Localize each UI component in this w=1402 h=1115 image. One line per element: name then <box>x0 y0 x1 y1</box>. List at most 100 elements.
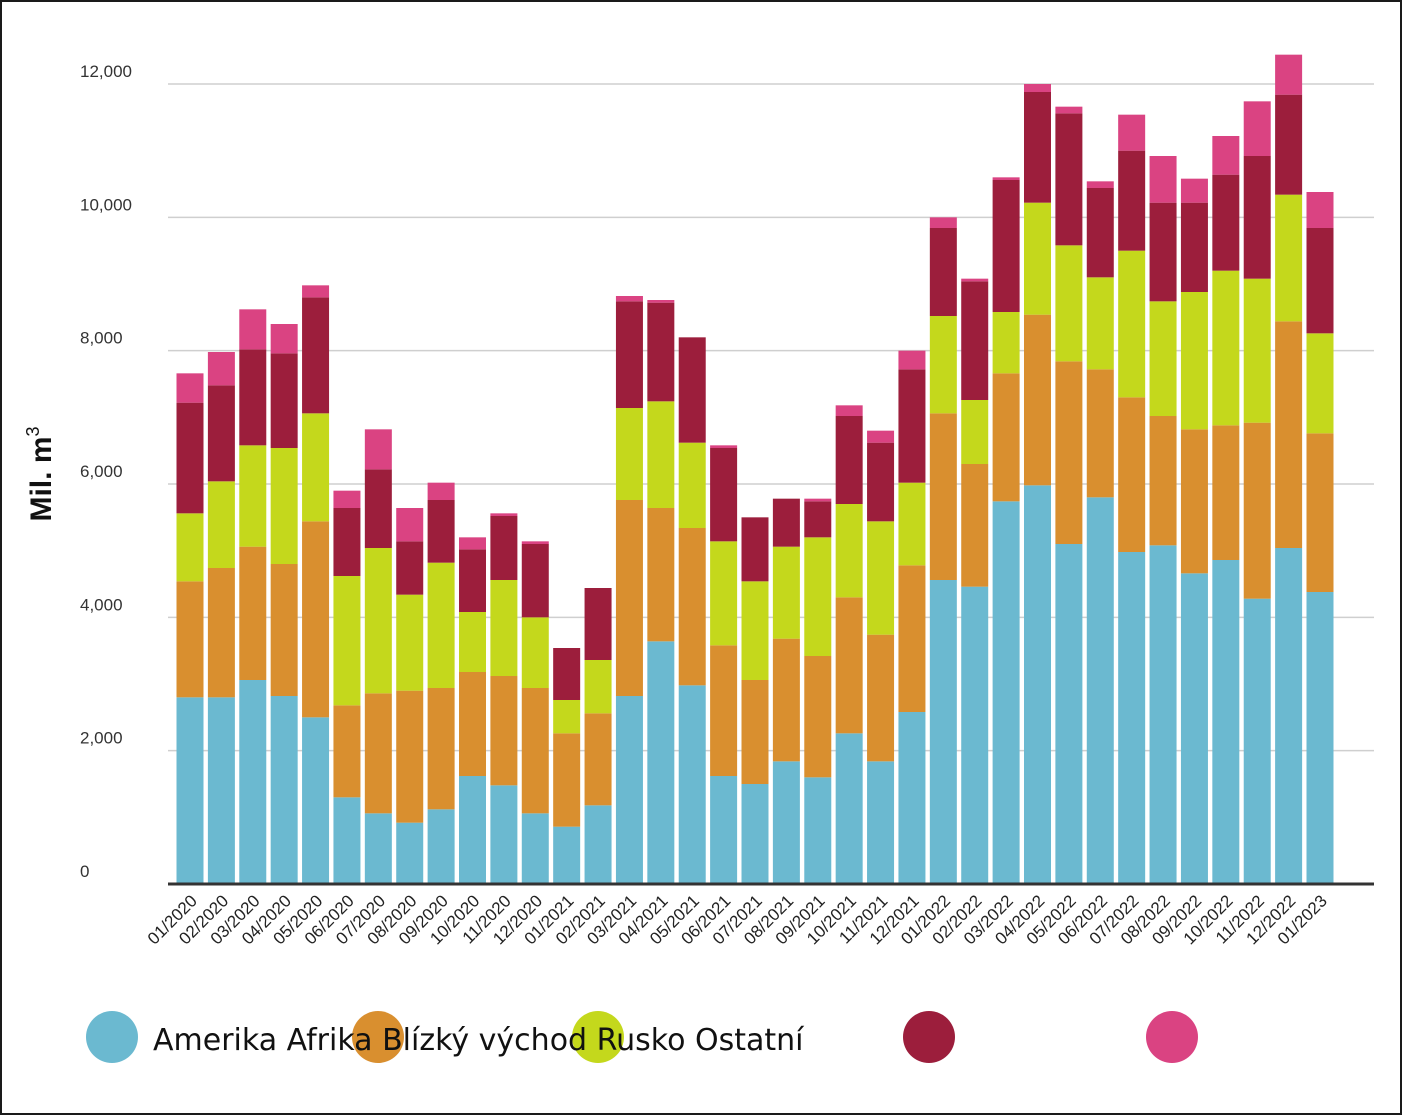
y-tick-label: 12,000 <box>80 62 132 81</box>
bar-segment-amerika <box>992 501 1020 884</box>
bar-segment-afrika <box>302 521 330 718</box>
bar-segment-amerika <box>302 717 330 884</box>
bar-segment-afrika <box>835 597 863 734</box>
bar-segment-ostatní <box>427 482 455 500</box>
legend-marker-ostatní <box>1146 1011 1198 1063</box>
bar-segment-ostatní <box>270 324 298 354</box>
bar-segment-amerika <box>710 776 738 884</box>
bar-segment-rusko <box>898 369 926 483</box>
bar-segment-amerika <box>772 761 800 884</box>
y-tick-label: 2,000 <box>80 729 123 748</box>
bar-segment-afrika <box>678 528 706 686</box>
bar-segment-blízký-východ <box>867 521 895 635</box>
bar-segment-rusko <box>207 385 235 482</box>
bar-segment-rusko <box>1024 92 1051 203</box>
bar-segment-ostatní <box>1212 136 1240 175</box>
bar-segment-afrika <box>1024 314 1051 486</box>
bar-segment-blízký-východ <box>1212 270 1240 426</box>
bar-segment-ostatní <box>396 508 424 542</box>
bar-segment-ostatní <box>207 352 235 386</box>
bar-segment-blízký-východ <box>710 541 738 646</box>
bar-segment-amerika <box>459 776 486 884</box>
bar-segment-afrika <box>1149 416 1177 546</box>
bar-segment-amerika <box>1086 497 1114 884</box>
bar-segment-amerika <box>490 785 518 884</box>
bar-segment-afrika <box>490 676 518 786</box>
bar-segment-amerika <box>1243 598 1271 884</box>
bar-segment-blízký-východ <box>427 562 455 688</box>
bar-segment-afrika <box>176 581 204 698</box>
bar-segment-afrika <box>396 690 424 823</box>
bar-segment-rusko <box>804 501 832 538</box>
bar-segment-amerika <box>1118 552 1146 884</box>
bar-segment-rusko <box>459 549 486 612</box>
bar-segment-blízký-východ <box>1243 278 1271 423</box>
bar-segment-rusko <box>490 516 518 580</box>
bar-segment-blízký-východ <box>521 617 549 688</box>
bar-segment-blízký-východ <box>207 481 235 568</box>
bar-segment-amerika <box>678 685 706 884</box>
bar-segment-ostatní <box>1086 181 1114 188</box>
bar-segment-amerika <box>615 696 643 884</box>
bar-segment-ostatní <box>647 300 675 303</box>
bar-segment-ostatní <box>929 217 957 228</box>
bar-segment-ostatní <box>521 541 549 544</box>
legend-marker-rusko <box>903 1011 955 1063</box>
bar-segment-afrika <box>898 565 926 712</box>
legend-marker-blízký-východ <box>572 1011 624 1063</box>
y-axis-label: Mil. m3 <box>23 426 58 521</box>
bar-segment-afrika <box>961 464 989 587</box>
bar-segment-blízký-východ <box>835 504 863 598</box>
bar-segment-blízký-východ <box>270 448 298 564</box>
bar-segment-afrika <box>867 634 895 762</box>
y-tick-label: 10,000 <box>80 195 132 214</box>
bar-segment-rusko <box>615 301 643 408</box>
bar-segment-rusko <box>1275 94 1303 195</box>
bar-segment-amerika <box>1149 545 1177 884</box>
bar-segment-amerika <box>898 712 926 884</box>
bar-segment-amerika <box>427 809 455 884</box>
bar-segment-afrika <box>207 568 235 698</box>
y-tick-label: 6,000 <box>80 462 123 481</box>
bar-segment-amerika <box>396 822 424 884</box>
bar-segment-afrika <box>364 693 392 814</box>
bar-segment-ostatní <box>364 429 392 470</box>
bar-segment-ostatní <box>1306 192 1334 228</box>
bar-segment-ostatní <box>1118 114 1146 151</box>
bar-segment-blízký-východ <box>772 546 800 639</box>
bar-segment-ostatní <box>804 498 832 502</box>
bar-segment-amerika <box>239 680 267 884</box>
y-tick-label: 8,000 <box>80 329 123 348</box>
bar-segment-afrika <box>1243 422 1271 599</box>
bar-segment-rusko <box>553 648 581 700</box>
bar-segment-rusko <box>1149 202 1177 302</box>
bar-segment-blízký-východ <box>804 537 832 656</box>
bar-segment-rusko <box>302 297 330 414</box>
legend: Amerika Afrika Blízký východ Rusko Ostat… <box>86 1011 1198 1063</box>
bar-segment-amerika <box>741 784 769 884</box>
bar-segment-amerika <box>553 826 581 884</box>
bar-segment-rusko <box>710 448 738 542</box>
bar-segment-rusko <box>521 544 549 618</box>
bar-segment-blízký-východ <box>1055 245 1083 362</box>
bar-segment-afrika <box>1055 361 1083 544</box>
bar-segment-afrika <box>1306 433 1334 592</box>
bar-segment-ostatní <box>239 309 267 350</box>
bar-segment-afrika <box>459 672 486 776</box>
bar-segment-afrika <box>1086 369 1114 498</box>
bar-segment-afrika <box>427 688 455 810</box>
bar-segment-blízký-východ <box>647 401 675 508</box>
bar-segment-blízký-východ <box>992 312 1020 374</box>
bar-segment-afrika <box>710 645 738 776</box>
y-axis-tick-labels: 0 2,000 4,000 6,000 8,000 10,000 12,000 <box>80 62 132 881</box>
bar-segment-amerika <box>1212 560 1240 884</box>
bar-segment-ostatní <box>333 490 361 508</box>
y-tick-label: 0 <box>80 862 89 881</box>
bar-segment-rusko <box>364 469 392 548</box>
bar-segment-rusko <box>1212 174 1240 271</box>
bar-segment-rusko <box>239 349 267 446</box>
bar-segment-afrika <box>1118 397 1146 552</box>
bar-segment-afrika <box>647 508 675 642</box>
bar-segment-rusko <box>741 517 769 582</box>
